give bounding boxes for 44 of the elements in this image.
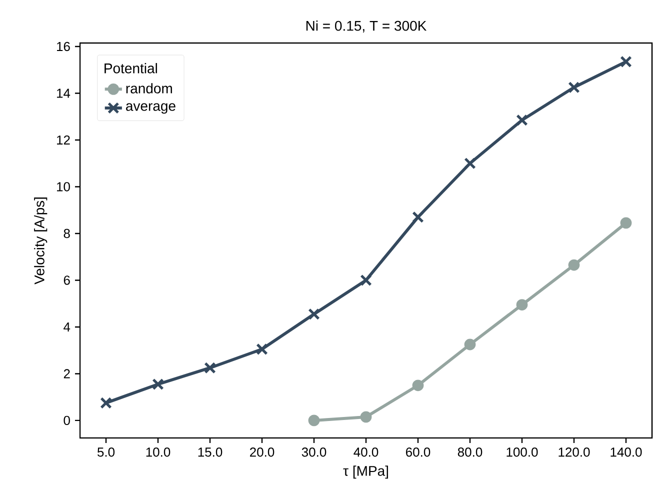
x-tick-label: 80.0 [458,448,482,457]
y-tick-label: 6 [64,276,70,285]
point [152,378,164,390]
y-tick-label: 16 [57,42,70,52]
x-tick-label: 40.0 [354,448,378,457]
point [100,397,112,409]
y-tick-label: 14 [57,88,70,98]
point [204,362,216,374]
x-tick-label: 20.0 [250,448,274,457]
x-tick-label: 120.0 [558,448,590,457]
y-tick-label: 10 [57,182,70,192]
point [620,217,632,229]
point [516,114,528,126]
y-axis-title: Velocity [A/ps] [34,198,48,284]
point [464,157,476,170]
point [464,338,476,350]
point [308,308,320,320]
y-tick-label: 12 [57,135,70,145]
point [256,343,268,356]
x-tick-label: 60.0 [406,448,430,457]
y-tick-label: 2 [64,369,70,378]
point [568,259,580,271]
x-tick-label: 10.0 [146,448,170,457]
point [360,411,372,423]
chart-title: Ni = 0.15, T = 300K [306,20,427,32]
x-tick-label: 140.0 [610,448,642,457]
point [516,299,528,310]
point [308,414,320,426]
legend-title: Potential [104,63,157,74]
point [412,380,424,392]
point [360,274,372,286]
legend-label: random [126,83,172,94]
legend-label: average [126,103,176,114]
x-tick-label: 15.0 [198,448,222,457]
point [568,82,580,94]
x-tick-label: 30.0 [302,448,326,457]
x-axis-title: τ [MPa] [343,466,388,479]
y-tick-label: 8 [64,228,70,238]
y-tick-label: 4 [64,322,70,332]
y-tick-label: 0 [64,416,70,426]
point [620,56,632,68]
x-tick-label: 100.0 [506,448,538,457]
x-tick-label: 5.0 [97,448,115,457]
point [412,211,424,224]
